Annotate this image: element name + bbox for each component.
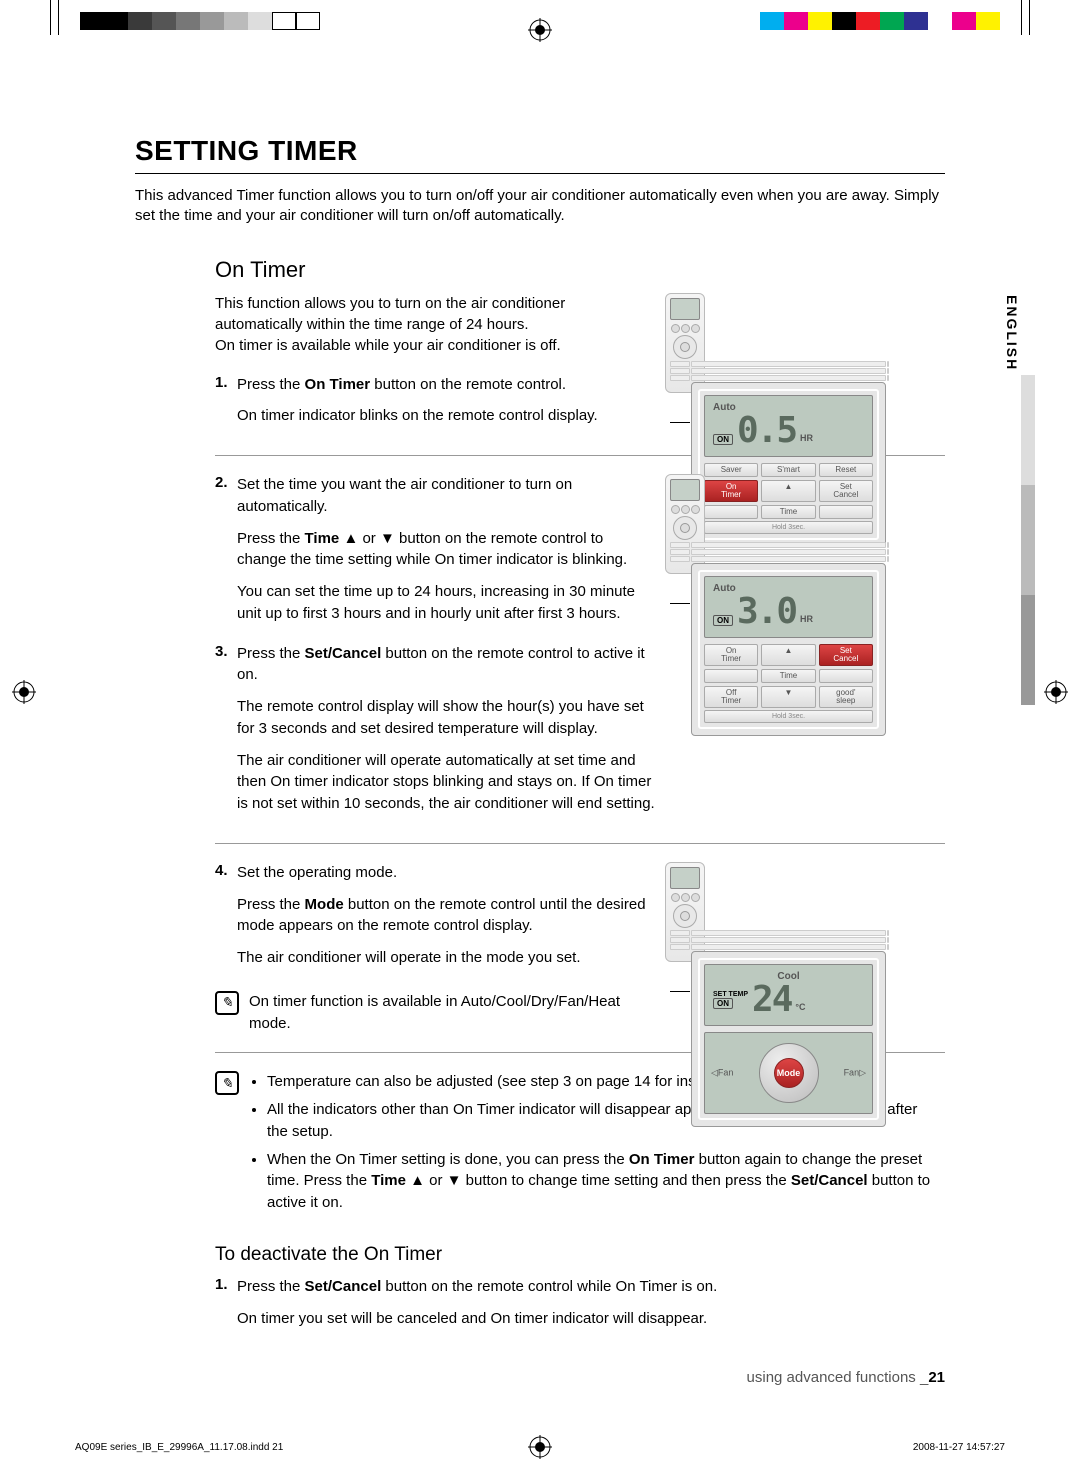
registration-mark-right	[1044, 680, 1068, 704]
step-2-number: 2.	[215, 474, 237, 635]
intro-text: This advanced Timer function allows you …	[135, 186, 945, 227]
registration-mark-left	[12, 680, 36, 704]
registration-mark-top	[528, 18, 552, 42]
step-1-number: 1.	[215, 374, 237, 438]
page-content: SETTING TIMER This advanced Timer functi…	[75, 75, 1005, 1408]
step-4-number: 4.	[215, 862, 237, 979]
step-4-body: Set the operating mode. Press the Mode b…	[237, 862, 655, 979]
step-2-body: Set the time you want the air conditione…	[237, 474, 655, 635]
title-rule	[135, 173, 945, 174]
note-icon: ✎	[215, 991, 239, 1015]
language-tab: ENGLISH	[1004, 295, 1020, 371]
deactivate-step-number: 1.	[215, 1276, 237, 1340]
figure-2: Auto ON3.0HR OnTimer▲SetCancelTimeOffTim…	[665, 474, 910, 574]
step-3-body: Press the Set/Cancel button on the remot…	[237, 643, 655, 825]
step-3-number: 3.	[215, 643, 237, 825]
section-desc: This function allows you to turn on the …	[215, 293, 635, 356]
page-title: SETTING TIMER	[135, 135, 945, 167]
side-gray-bar	[1021, 375, 1035, 705]
note-icon: ✎	[215, 1071, 239, 1095]
figure-3: Cool SET TEMPON 24°C ◁Fan Mode Fan▷	[665, 862, 910, 962]
figure-1: Auto ON0.5HR SaverS'martResetOnTimer▲Set…	[665, 293, 910, 393]
section-heading: On Timer	[215, 257, 945, 283]
deactivate-heading: To deactivate the On Timer	[215, 1244, 945, 1266]
registration-mark-bottom	[528, 1435, 552, 1459]
grayscale-bar	[80, 12, 320, 30]
deactivate-step-body: Press the Set/Cancel button on the remot…	[237, 1276, 717, 1340]
color-bar	[760, 12, 1000, 30]
note-1: ✎ On timer function is available in Auto…	[215, 991, 655, 1035]
page-footer: using advanced functions _21	[135, 1369, 945, 1386]
step-1-body: Press the On Timer button on the remote …	[237, 374, 598, 438]
crop-marks	[0, 0, 1080, 40]
